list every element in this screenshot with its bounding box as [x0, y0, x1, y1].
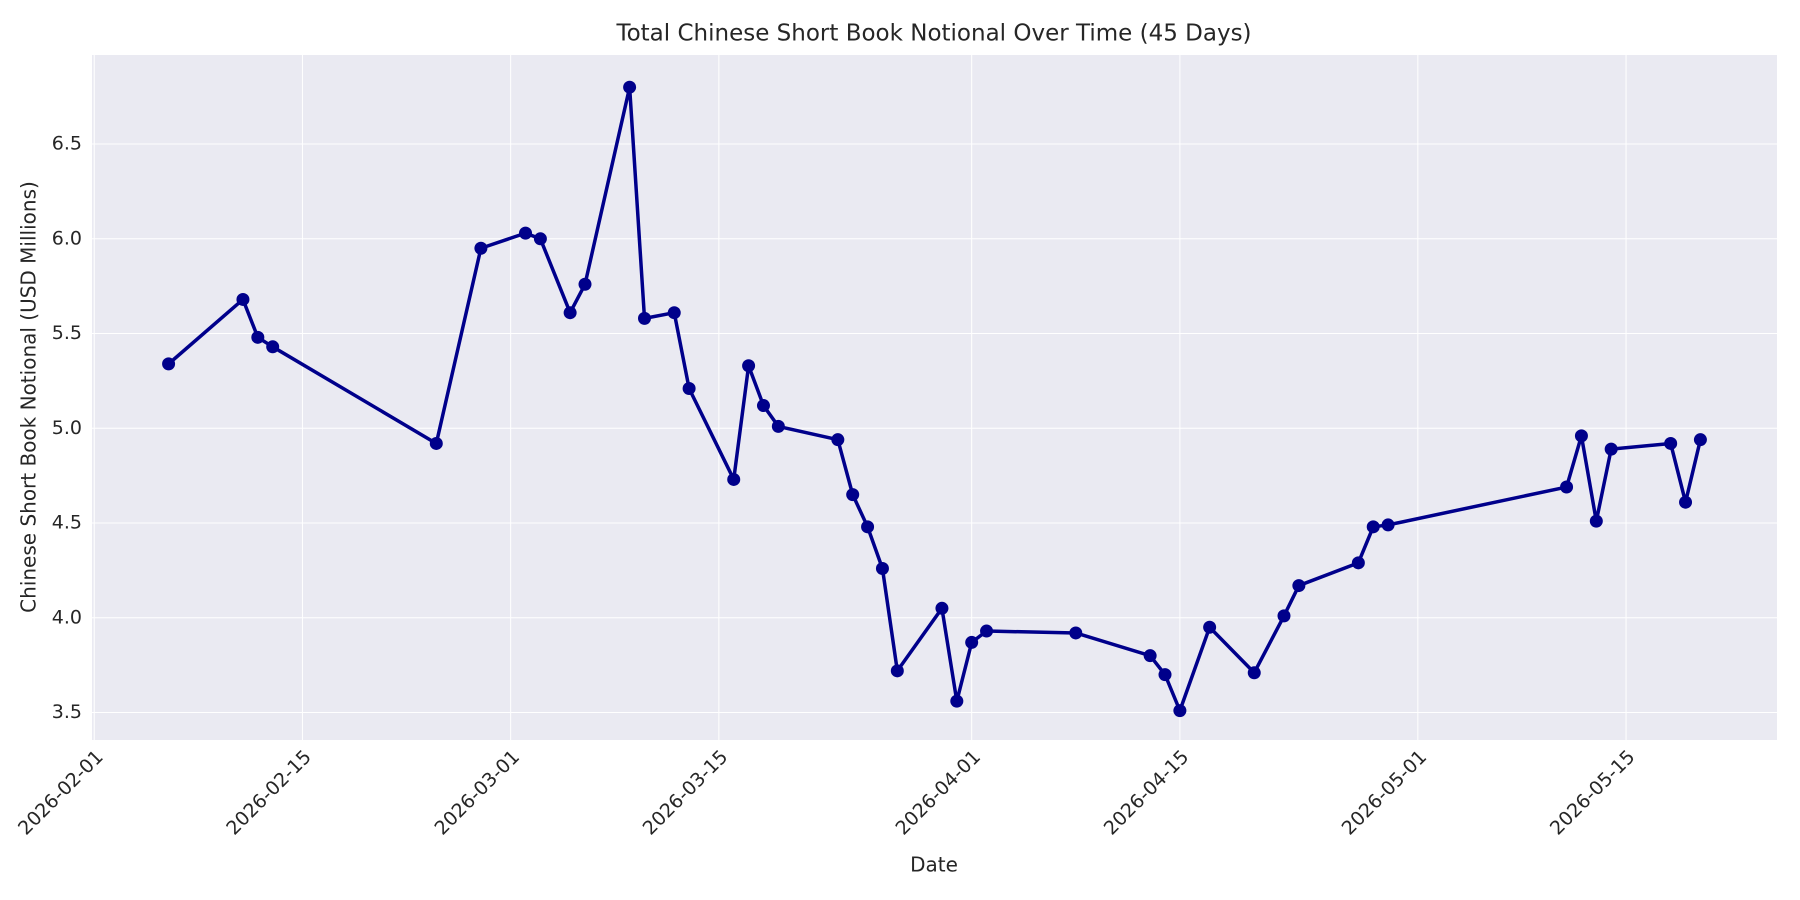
data-point: [965, 635, 979, 649]
x-tick-label: 2026-02-01: [14, 746, 108, 840]
data-point: [578, 277, 592, 291]
y-tick-label: 5.0: [52, 417, 82, 439]
data-point: [1679, 495, 1693, 509]
y-tick-label: 6.0: [52, 227, 82, 249]
x-tick-label: 2026-05-15: [1546, 746, 1640, 840]
data-point: [1664, 436, 1678, 450]
data-point: [875, 562, 889, 576]
x-tick-label: 2026-03-01: [430, 746, 524, 840]
data-point: [1693, 433, 1707, 447]
data-point: [1277, 609, 1291, 623]
data-point: [1143, 649, 1157, 663]
y-tick-label: 4.5: [52, 512, 82, 534]
x-axis-label: Date: [910, 853, 958, 877]
data-point: [563, 306, 577, 320]
y-tick-label: 3.5: [52, 701, 82, 723]
data-point: [251, 330, 265, 344]
data-point: [1574, 429, 1588, 443]
data-point: [831, 433, 845, 447]
data-point: [935, 601, 949, 615]
data-point: [861, 520, 875, 534]
data-point: [1247, 666, 1261, 680]
data-point: [266, 340, 280, 354]
data-point: [1158, 668, 1172, 682]
plot-area: [92, 55, 1777, 740]
data-point: [1604, 442, 1618, 456]
data-point: [519, 226, 533, 240]
data-point: [950, 694, 964, 708]
data-point: [667, 306, 681, 320]
data-point: [236, 292, 250, 306]
data-point: [742, 359, 756, 373]
x-tick-label: 2026-05-01: [1338, 746, 1432, 840]
data-point: [682, 381, 696, 395]
data-point: [1351, 556, 1365, 570]
x-tick-label: 2026-03-15: [639, 746, 733, 840]
data-point: [637, 311, 651, 325]
data-point: [533, 232, 547, 246]
data-point: [162, 357, 176, 371]
x-tick-label: 2026-04-01: [891, 746, 985, 840]
data-point: [1589, 514, 1603, 528]
data-point: [846, 488, 860, 502]
data-point: [474, 241, 488, 255]
data-point: [429, 436, 443, 450]
data-point: [1381, 518, 1395, 532]
data-point: [1560, 480, 1574, 494]
x-tick-label: 2026-02-15: [222, 746, 316, 840]
data-point: [771, 419, 785, 433]
data-point: [727, 472, 741, 486]
data-point: [623, 80, 637, 94]
chart-title: Total Chinese Short Book Notional Over T…: [615, 21, 1251, 47]
data-point: [890, 664, 904, 678]
data-point: [1203, 620, 1217, 634]
y-tick-label: 5.5: [52, 322, 82, 344]
data-point: [1366, 520, 1380, 534]
data-point: [980, 624, 994, 638]
data-point: [1292, 579, 1306, 593]
data-point: [1173, 704, 1187, 718]
data-point: [1069, 626, 1083, 640]
y-axis-label: Chinese Short Book Notional (USD Million…: [17, 181, 41, 613]
x-tick-label: 2026-04-15: [1100, 746, 1194, 840]
y-tick-label: 6.5: [52, 133, 82, 155]
y-tick-label: 4.0: [52, 606, 82, 628]
data-point: [756, 399, 770, 413]
